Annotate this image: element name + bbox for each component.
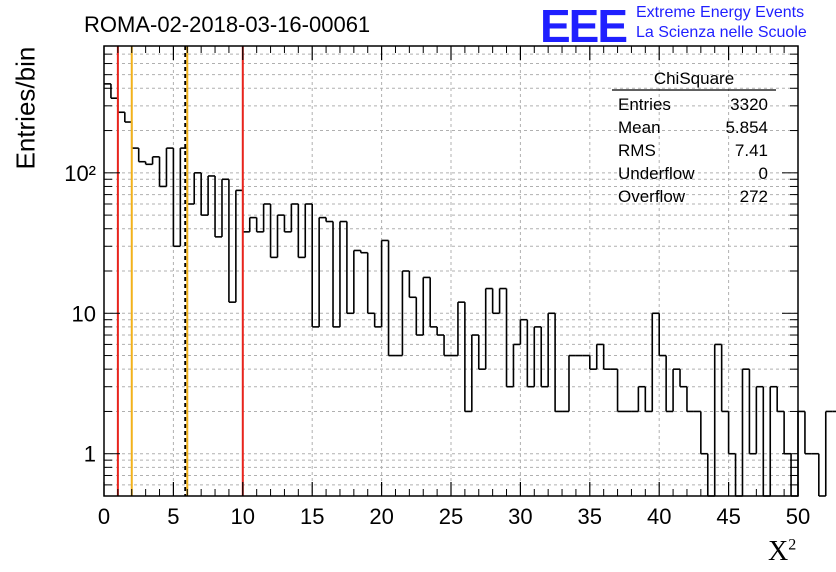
- x-axis-label-symbol: X: [768, 536, 789, 567]
- histogram-bars: [104, 83, 836, 497]
- stats-title: ChiSquare: [654, 69, 734, 88]
- stats-row-label: Entries: [618, 95, 671, 114]
- stats-row-label: Mean: [618, 118, 661, 137]
- logo-subtitle-line2: La Scienza nelle Scuole: [636, 24, 807, 41]
- y-tick-label: 10: [72, 301, 96, 326]
- eee-logo: EEE: [540, 0, 628, 52]
- stats-row-label: Underflow: [618, 164, 695, 183]
- stats-row-value: 272: [740, 187, 768, 206]
- reference-lines: [116, 46, 244, 496]
- x-tick-label: 20: [369, 504, 393, 529]
- stats-row-value: 7.41: [735, 141, 768, 160]
- x-tick-label: 50: [786, 504, 810, 529]
- x-tick-label: 30: [508, 504, 532, 529]
- x-axis-label-exponent: 2: [788, 536, 797, 554]
- x-tick-label: 45: [716, 504, 740, 529]
- y-tick-label: 10²: [64, 161, 96, 186]
- grid-lines: [103, 46, 799, 496]
- stats-row-label: RMS: [618, 141, 656, 160]
- x-axis-label: X2: [768, 536, 796, 568]
- stats-row-value: 3320: [730, 95, 768, 114]
- stats-box: ChiSquare Entries 3320 Mean 5.854 RMS 7.41 Unde…: [612, 69, 776, 206]
- x-tick-label: 15: [300, 504, 324, 529]
- stats-row-value: 0: [759, 164, 768, 183]
- stats-row-value: 5.854: [725, 118, 768, 137]
- x-tick-label: 0: [98, 504, 110, 529]
- stats-row-label: Overflow: [618, 187, 686, 206]
- x-tick-label: 35: [578, 504, 602, 529]
- chart-title: ROMA-02-2018-03-16-00061: [84, 12, 371, 37]
- x-tick-label: 10: [231, 504, 255, 529]
- y-tick-label: 1: [84, 442, 96, 467]
- axis-ticks: 0 5 10 15 20 25 30 35 40 45 50 1 10 10²: [64, 46, 810, 529]
- x-tick-label: 25: [439, 504, 463, 529]
- x-tick-label: 40: [647, 504, 671, 529]
- logo-subtitle-line1: Extreme Energy Events: [636, 4, 805, 21]
- x-tick-label: 5: [167, 504, 179, 529]
